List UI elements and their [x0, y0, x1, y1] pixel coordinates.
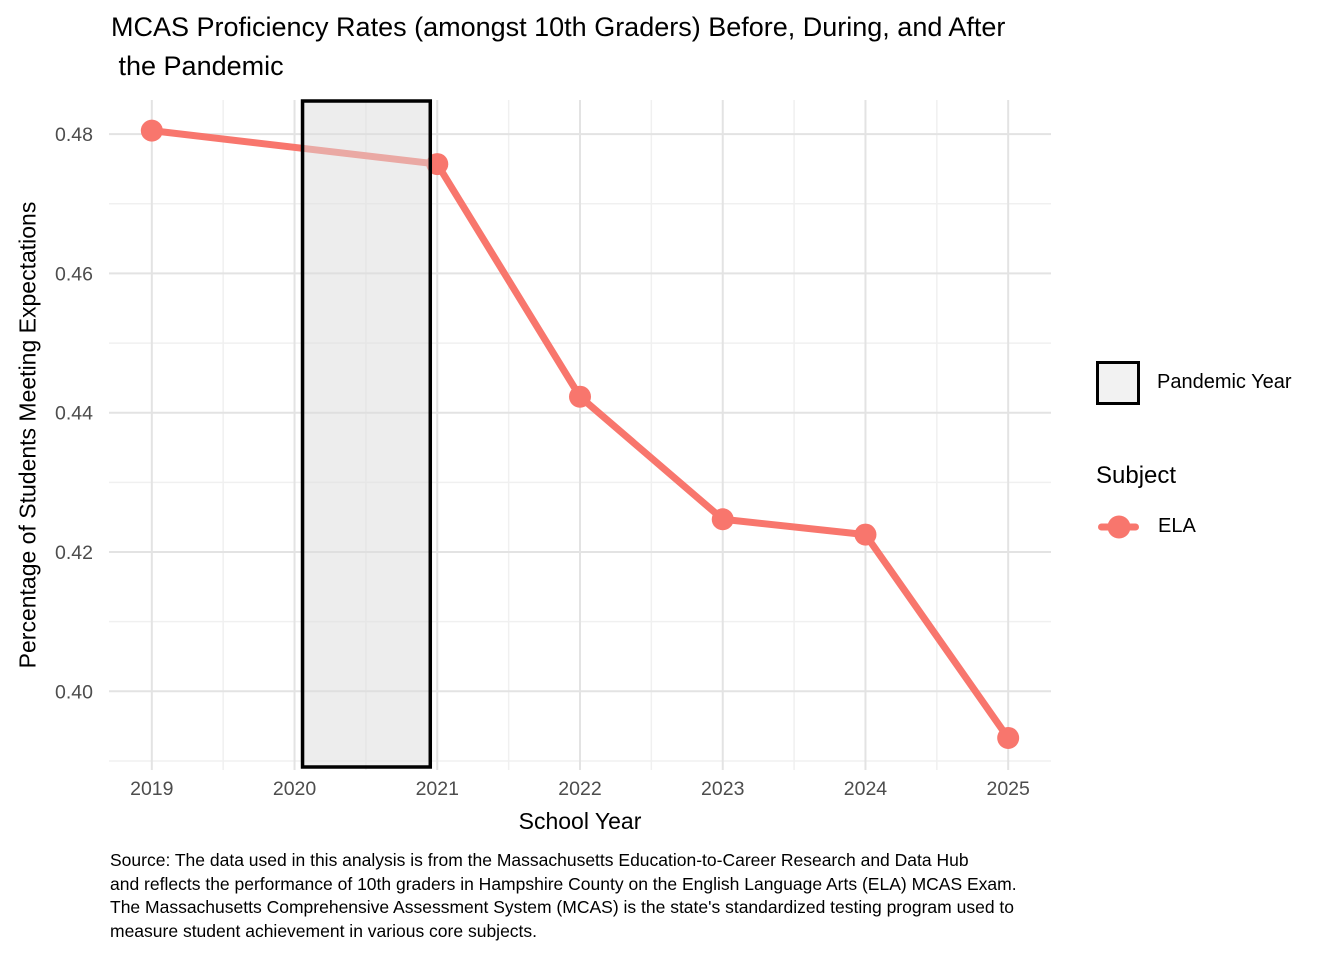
ela-key-icon	[1096, 504, 1141, 549]
x-tick-label: 2019	[130, 778, 173, 800]
ela-data-point	[569, 385, 591, 408]
legend-item-ela: ELA	[1096, 504, 1344, 549]
y-tick-label: 0.44	[55, 403, 93, 425]
x-tick-label: 2025	[986, 778, 1030, 800]
x-tick-label: 2020	[273, 778, 317, 800]
x-tick-label: 2023	[701, 778, 744, 800]
x-axis-title: School Year	[518, 808, 642, 834]
source-caption: Source: The data used in this analysis i…	[110, 850, 1017, 941]
x-tick-label: 2024	[844, 778, 888, 800]
y-tick-label: 0.46	[55, 263, 93, 285]
y-tick-label: 0.40	[55, 681, 93, 703]
ela-data-point	[140, 119, 163, 142]
pandemic-year-label: Pandemic Year	[1157, 371, 1292, 393]
ela-data-point	[997, 726, 1020, 749]
x-tick-label: 2021	[416, 778, 459, 800]
legend-subject-title: Subject	[1096, 462, 1177, 489]
ela-label: ELA	[1158, 515, 1196, 537]
y-tick-label: 0.48	[55, 124, 93, 146]
pandemic-year-band	[300, 99, 433, 769]
ela-point-swatch	[1107, 515, 1130, 538]
chart-title: MCAS Proficiency Rates (amongst 10th Gra…	[111, 12, 1006, 81]
pandemic-year-swatch-icon	[1096, 360, 1140, 405]
x-tick-label: 2022	[558, 778, 601, 800]
y-tick-label: 0.42	[55, 542, 93, 564]
legend: Pandemic Year Subject ELA	[1096, 360, 1344, 549]
ela-data-point	[711, 508, 734, 531]
legend-item-pandemic-year: Pandemic Year	[1096, 360, 1344, 405]
ela-data-point	[854, 523, 877, 546]
